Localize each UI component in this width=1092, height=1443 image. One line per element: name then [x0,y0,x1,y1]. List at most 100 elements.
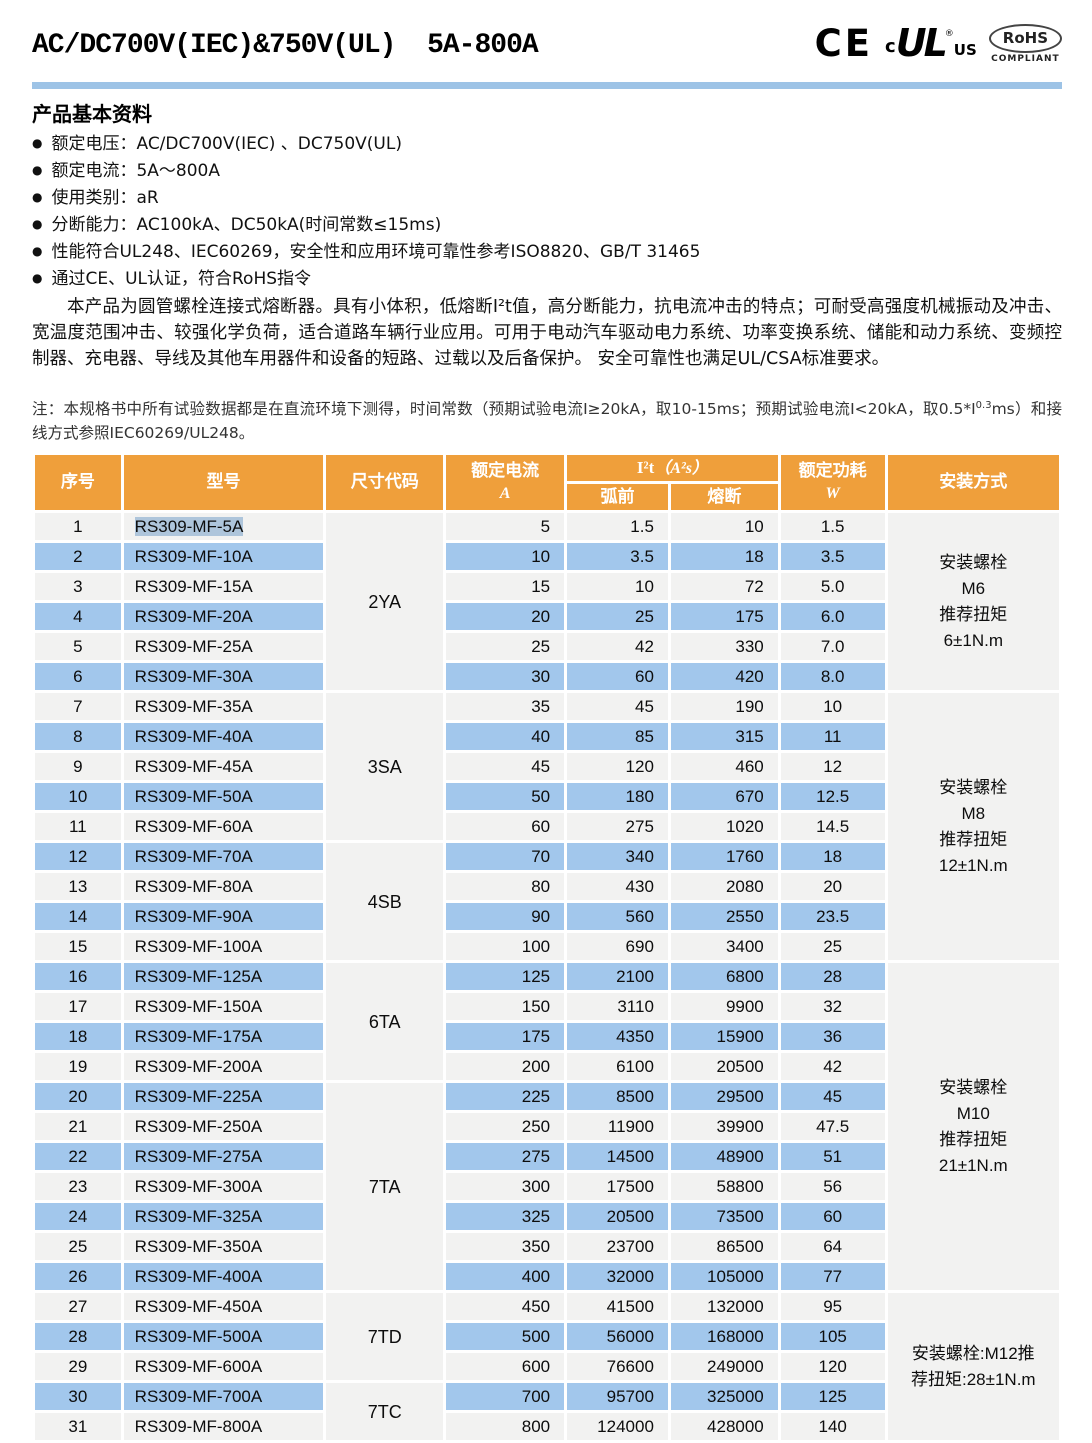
model-name-cell: RS309-MF-325A [123,1203,324,1231]
rated-current-cell: 800 [446,1413,565,1441]
row-number-cell: 12 [35,843,121,871]
mounting-line: M8 [961,803,986,823]
mounting-line: 12±1N.m [938,855,1008,875]
melt-i2t-cell: 105000 [670,1263,778,1291]
model-text: RS309-MF-70A [134,846,253,866]
row-number-cell: 29 [35,1353,121,1381]
model-name-cell: RS309-MF-400A [123,1263,324,1291]
model-text: RS309-MF-275A [134,1146,263,1166]
prearc-i2t-cell: 20500 [567,1203,668,1231]
rated-power-cell: 7.0 [780,633,885,661]
model-text: RS309-MF-700A [134,1386,263,1406]
row-number-cell: 23 [35,1173,121,1201]
rated-power-cell: 56 [780,1173,885,1201]
row-number-cell: 26 [35,1263,121,1291]
mounting-line: 推荐扭矩 [939,1129,1008,1149]
rated-power-cell: 140 [780,1413,885,1441]
column-header-rated-current: 额定电流 A [446,455,565,511]
table-row: 14 RS309-MF-90A 90 560 2550 23.5 [35,903,1059,931]
melt-i2t-cell: 2550 [670,903,778,931]
model-text: RS309-MF-40A [134,726,253,746]
model-text: RS309-MF-50A [134,786,253,806]
rated-power-cell: 6.0 [780,603,885,631]
model-text: RS309-MF-10A [134,546,253,566]
rated-current-cell: 60 [446,813,565,841]
melt-i2t-cell: 29500 [670,1083,778,1111]
list-item: ● 分断能力：AC100kA、DC50kA(时间常数≤15ms) [32,212,1062,239]
mounting-line: 安装螺栓 [939,552,1008,572]
melt-i2t-cell: 132000 [670,1293,778,1321]
model-name-cell: RS309-MF-45A [123,753,324,781]
mounting-cell: 安装螺栓:M12推 荐扭矩:28±1N.m [887,1293,1059,1441]
model-name-cell: RS309-MF-275A [123,1143,324,1171]
bullet-icon: ● [32,217,43,231]
table-row: 3 RS309-MF-15A 15 10 72 5.0 [35,573,1059,601]
list-item: ● 通过CE、UL认证，符合RoHS指令 [32,266,1062,293]
cul-us-mark-icon: c UL ® US [885,21,977,66]
rated-current-cell: 600 [446,1353,565,1381]
mounting-line: 安装螺栓 [939,777,1008,797]
rated-power-cell: 95 [780,1293,885,1321]
model-name-cell: RS309-MF-150A [123,993,324,1021]
mounting-cell: 安装螺栓 M10 推荐扭矩 21±1N.m [887,963,1059,1291]
rated-power-cell: 125 [780,1383,885,1411]
rated-power-cell: 32 [780,993,885,1021]
prearc-i2t-cell: 32000 [567,1263,668,1291]
prearc-i2t-cell: 14500 [567,1143,668,1171]
rated-power-cell: 12.5 [780,783,885,811]
melt-i2t-cell: 175 [670,603,778,631]
prearc-i2t-cell: 56000 [567,1323,668,1351]
size-code-cell: 7TD [326,1293,444,1381]
prearc-i2t-cell: 17500 [567,1173,668,1201]
rated-power-cell: 51 [780,1143,885,1171]
table-row: 5 RS309-MF-25A 25 42 330 7.0 [35,633,1059,661]
model-text: RS309-MF-175A [134,1026,263,1046]
melt-i2t-cell: 2080 [670,873,778,901]
prearc-i2t-cell: 2100 [567,963,668,991]
model-name-cell: RS309-MF-500A [123,1323,324,1351]
section-divider [32,82,1062,89]
table-row: 10 RS309-MF-50A 50 180 670 12.5 [35,783,1059,811]
rated-current-cell: 250 [446,1113,565,1141]
melt-i2t-cell: 1760 [670,843,778,871]
rated-power-cell: 23.5 [780,903,885,931]
rated-current-cell: 150 [446,993,565,1021]
rated-current-cell: 15 [446,573,565,601]
rated-current-cell: 10 [446,543,565,571]
rated-current-cell: 300 [446,1173,565,1201]
table-row: 24 RS309-MF-325A 325 20500 73500 60 [35,1203,1059,1231]
model-name-cell: RS309-MF-125A [123,963,324,991]
row-number-cell: 18 [35,1023,121,1051]
table-row: 21 RS309-MF-250A 250 11900 39900 47.5 [35,1113,1059,1141]
rated-power-cell: 3.5 [780,543,885,571]
melt-i2t-cell: 249000 [670,1353,778,1381]
rated-current-cell: 20 [446,603,565,631]
melt-i2t-cell: 73500 [670,1203,778,1231]
model-text: RS309-MF-325A [134,1206,263,1226]
rated-power-cell: 18 [780,843,885,871]
rated-current-cell: 90 [446,903,565,931]
rated-current-cell: 30 [446,663,565,691]
rated-power-cell: 11 [780,723,885,751]
rated-current-cell: 500 [446,1323,565,1351]
prearc-i2t-cell: 180 [567,783,668,811]
melt-i2t-cell: 15900 [670,1023,778,1051]
model-name-cell: RS309-MF-10A [123,543,324,571]
prearc-i2t-cell: 76600 [567,1353,668,1381]
model-text: RS309-MF-500A [134,1326,263,1346]
row-number-cell: 5 [35,633,121,661]
rated-power-cell: 12 [780,753,885,781]
column-header-size-code: 尺寸代码 [326,455,444,511]
model-text: RS309-MF-45A [134,756,253,776]
row-number-cell: 6 [35,663,121,691]
mounting-cell: 安装螺栓 M6 推荐扭矩 6±1N.m [887,513,1059,691]
size-code-cell: 2YA [326,513,444,691]
rated-power-cell: 120 [780,1353,885,1381]
rated-power-cell: 64 [780,1233,885,1261]
prearc-i2t-cell: 690 [567,933,668,961]
bullet-icon: ● [32,136,43,150]
model-text: RS309-MF-150A [134,996,263,1016]
mounting-line: M10 [956,1103,990,1123]
column-header-no: 序号 [35,455,121,511]
size-code-cell: 3SA [326,693,444,841]
